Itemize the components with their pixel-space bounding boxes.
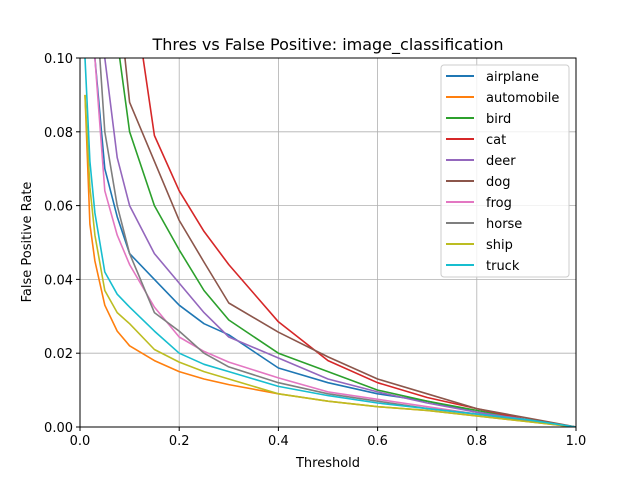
- y-tick-label: 0.02: [44, 347, 73, 362]
- legend: airplane automobile bird cat deer dog frog hors…: [440, 64, 570, 278]
- series-line-bird: [118, 58, 576, 427]
- y-tick-label: 0.04: [44, 273, 73, 288]
- legend-label: dog: [486, 175, 510, 190]
- y-tick-label: 0.00: [44, 421, 73, 436]
- legend-label: bird: [486, 112, 511, 127]
- x-tick-label: 0.0: [70, 434, 91, 449]
- y-tick-label: 0.10: [44, 52, 73, 67]
- x-axis-label: Threshold: [295, 456, 360, 471]
- x-tick-label: 0.8: [466, 434, 487, 449]
- y-tick-label: 0.08: [44, 126, 73, 141]
- series-line-ship: [84, 94, 576, 427]
- axes-frame: [79, 57, 577, 428]
- legend-label: automobile: [486, 91, 559, 106]
- series-line-deer: [103, 58, 576, 427]
- legend-label: frog: [486, 196, 512, 211]
- x-tick-label: 0.4: [268, 434, 289, 449]
- legend-label: truck: [486, 259, 520, 274]
- series-line-cat: [142, 58, 576, 427]
- series-lines: [84, 58, 576, 427]
- chart-title: Thres vs False Positive: image_classific…: [151, 35, 503, 55]
- y-tick-label: 0.06: [44, 200, 73, 215]
- series-line-truck: [84, 58, 576, 427]
- legend-label: ship: [486, 238, 513, 253]
- legend-label: cat: [486, 133, 506, 148]
- series-line-frog: [94, 58, 576, 427]
- x-tick-label: 0.6: [367, 434, 388, 449]
- series-line-dog: [124, 58, 576, 427]
- ticks: 0.0 0.2 0.4 0.6 0.8 1.0 0.00 0.02 0.04 0.06 0.08 0.…: [44, 52, 586, 449]
- legend-label: airplane: [486, 70, 539, 85]
- legend-label: deer: [486, 154, 516, 169]
- x-tick-label: 0.2: [169, 434, 190, 449]
- x-tick-label: 1.0: [566, 434, 587, 449]
- y-axis-label: False Positive Rate: [20, 182, 35, 303]
- legend-label: horse: [486, 217, 522, 232]
